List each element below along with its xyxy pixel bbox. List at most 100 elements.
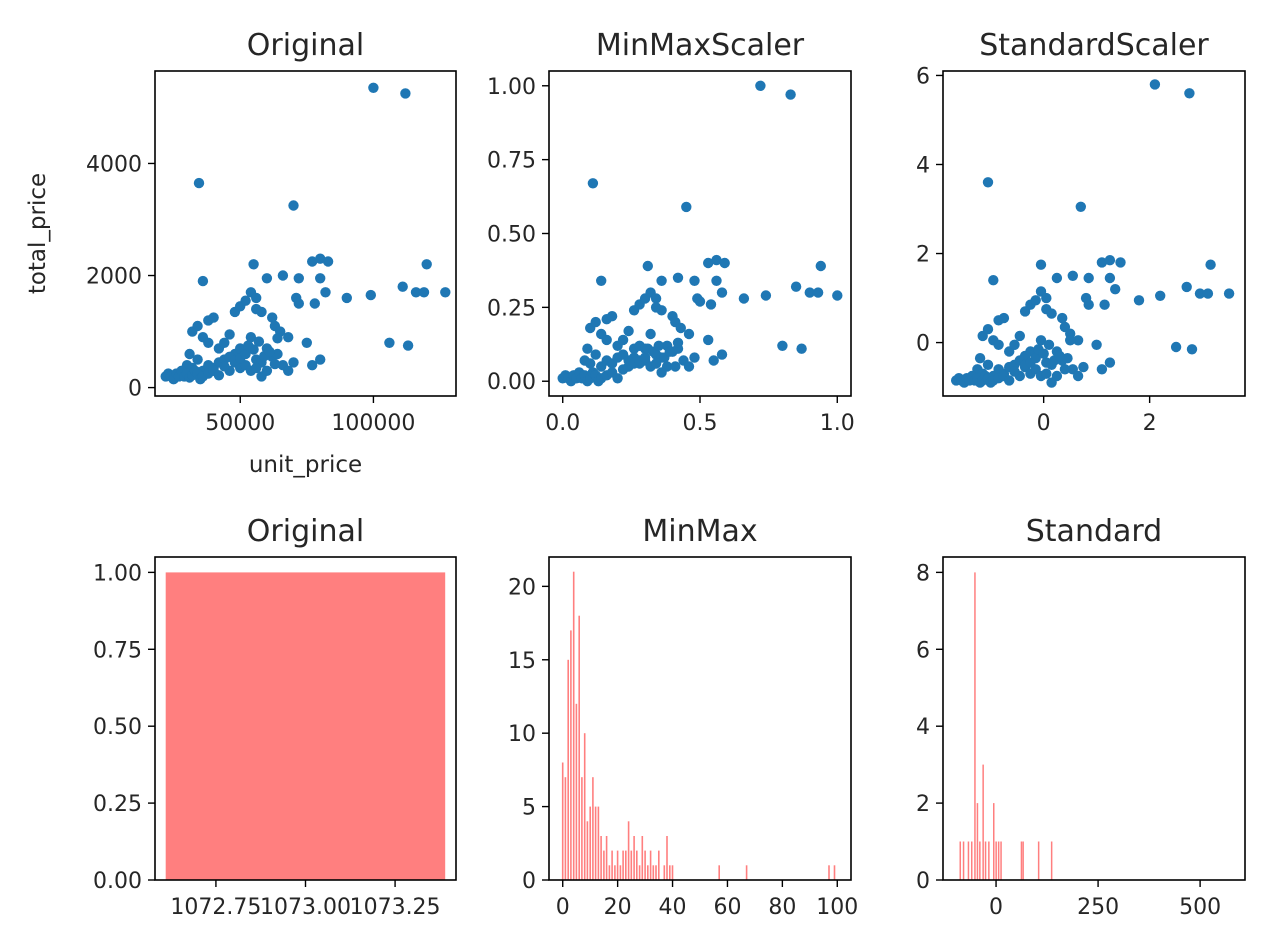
scatter-point (1004, 375, 1015, 386)
scatter-point (264, 346, 275, 357)
scatter-point (1115, 257, 1126, 268)
scatter-point (755, 80, 766, 92)
scatter-point (683, 361, 695, 372)
histogram-bar (619, 865, 622, 880)
histogram-bar (636, 850, 638, 880)
scatter-point (1030, 295, 1041, 306)
scatter-point (192, 354, 203, 365)
scatter-point (277, 270, 289, 281)
histogram-bar (997, 841, 1000, 880)
x-tick-label: 100 (816, 895, 858, 920)
scatter-point (815, 260, 826, 272)
scatter-point (974, 353, 986, 364)
scatter-point (1078, 361, 1089, 373)
y-tick-label: 4000 (86, 152, 142, 177)
scatter-point (1065, 335, 1076, 346)
scatter-point (585, 358, 596, 369)
chart-title: Original (247, 28, 364, 63)
chart-title: Standard (1026, 514, 1162, 549)
scatter-point (283, 332, 294, 343)
x-tick-label: 500 (1179, 895, 1221, 920)
histogram-bar (828, 865, 830, 880)
histogram-bar (627, 821, 630, 880)
scatter-point (1043, 339, 1055, 350)
histogram-bar (597, 806, 600, 880)
histogram-bar (974, 572, 976, 880)
histogram-bar (984, 841, 987, 880)
y-tick-label: 0.75 (487, 149, 536, 174)
y-tick-label: 0.00 (487, 370, 536, 395)
scatter-point (1041, 368, 1052, 379)
scatter-point (197, 275, 209, 287)
histogram-bar (581, 777, 583, 880)
scatter-point (272, 333, 283, 344)
x-tick-label: 0.0 (545, 411, 580, 436)
scatter-point (307, 360, 318, 371)
scatter-point (1038, 348, 1049, 359)
scatter-point (1186, 344, 1198, 355)
x-tick-label: 1072.75 (170, 895, 261, 920)
scatter-point (796, 343, 807, 354)
histogram-bar (564, 777, 567, 880)
scatter-point (601, 334, 612, 346)
chart-title: MinMax (642, 514, 757, 549)
scatter-point (248, 344, 259, 355)
histogram-bar (745, 865, 748, 880)
histogram-bar (586, 821, 589, 880)
scatter-point (315, 253, 326, 264)
x-tick-label: 2 (1143, 411, 1157, 436)
scatter-point (650, 293, 662, 304)
histogram-bar (962, 841, 965, 880)
scatter-point (293, 298, 304, 309)
scatter-point (596, 275, 607, 286)
histogram-bar (995, 841, 997, 880)
histogram-bar (165, 572, 446, 880)
scatter-point (719, 257, 730, 269)
scatter-point (1170, 341, 1182, 353)
scatter-point (617, 364, 629, 375)
histogram-bar (622, 850, 624, 880)
scatter-point (272, 348, 283, 360)
chart-title: MinMaxScaler (596, 28, 805, 63)
scatter-point (213, 370, 225, 381)
scatter-point (1009, 366, 1020, 377)
x-tick-label: 0 (556, 895, 570, 920)
histogram-bar (718, 865, 720, 880)
y-tick-label: 0.25 (93, 792, 142, 817)
scatter-point (248, 259, 259, 270)
histogram-bar (652, 865, 655, 880)
scatter-point (590, 349, 601, 360)
histogram-bar (592, 777, 594, 880)
scatter-point (672, 272, 684, 283)
scatter-point (982, 359, 994, 370)
y-tick-label: 1.00 (487, 75, 536, 100)
scatter-point (650, 358, 662, 369)
scatter-point (269, 358, 281, 370)
scatter-point (694, 296, 706, 307)
histogram-bar (603, 850, 605, 880)
histogram-bar (1037, 841, 1040, 880)
scatter-point (365, 289, 376, 301)
histogram-bar (976, 803, 979, 880)
scatter-point (1099, 299, 1110, 310)
scatter-point (1057, 312, 1068, 324)
scatter-point (656, 305, 667, 316)
scatter-point (582, 343, 593, 354)
scatter-point (256, 306, 267, 318)
scatter-point (1155, 290, 1166, 301)
x-tick-label: 50000 (205, 411, 275, 436)
scatter-point (1096, 364, 1108, 375)
y-tick-label: 20 (508, 575, 536, 600)
scatter-point (998, 312, 1010, 324)
y-tick-label: 0.75 (93, 638, 142, 663)
scatter-point (440, 287, 451, 298)
scatter-point (410, 287, 422, 298)
scatter-point (251, 292, 262, 304)
x-tick-label: 0 (1037, 411, 1051, 436)
scatter-point (402, 340, 414, 351)
histogram-bar (594, 806, 597, 880)
y-tick-label: 0.50 (487, 223, 536, 248)
scatter-point (653, 340, 664, 351)
y-tick-label: 4 (916, 153, 930, 178)
